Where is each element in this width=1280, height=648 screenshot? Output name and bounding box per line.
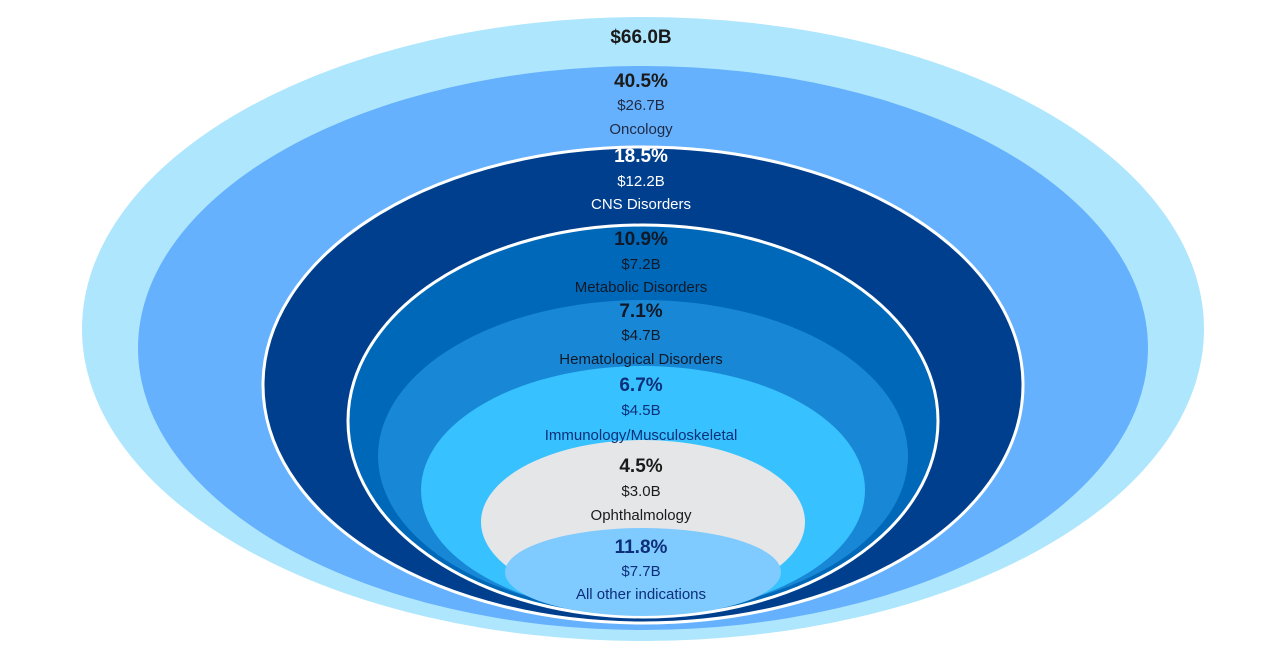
ophthalmology-percent: 4.5% xyxy=(619,456,662,477)
immunology-label: Immunology/Musculoskeletal xyxy=(545,427,738,444)
other-amount: $7.7B xyxy=(621,563,660,580)
other-label: All other indications xyxy=(576,586,706,603)
oncology-percent: 40.5% xyxy=(614,71,668,92)
cns-label: CNS Disorders xyxy=(591,196,691,213)
ophthalmology-label: Ophthalmology xyxy=(591,507,692,524)
total-value: $66.0B xyxy=(610,27,671,48)
oncology-label: Oncology xyxy=(609,121,673,138)
metabolic-label: Metabolic Disorders xyxy=(575,279,708,296)
cns-percent: 18.5% xyxy=(614,146,668,167)
oncology-amount: $26.7B xyxy=(617,97,665,114)
immunology-percent: 6.7% xyxy=(619,375,662,396)
other-ellipse xyxy=(505,528,781,616)
metabolic-percent: 10.9% xyxy=(614,229,668,250)
ophthalmology-amount: $3.0B xyxy=(621,483,660,500)
hematological-label: Hematological Disorders xyxy=(559,351,722,368)
metabolic-amount: $7.2B xyxy=(621,256,660,273)
hematological-amount: $4.7B xyxy=(621,327,660,344)
other-percent: 11.8% xyxy=(615,537,668,558)
cns-amount: $12.2B xyxy=(617,173,665,190)
hematological-percent: 7.1% xyxy=(619,301,662,322)
immunology-amount: $4.5B xyxy=(621,402,660,419)
